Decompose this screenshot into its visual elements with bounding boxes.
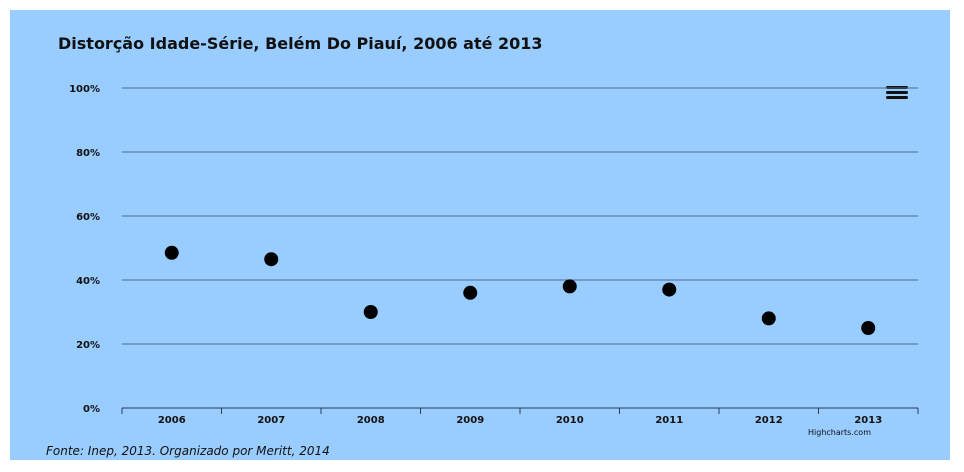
y-tick-label: 20% xyxy=(76,340,100,351)
data-point-2011[interactable] xyxy=(662,282,677,297)
chart-background xyxy=(10,10,950,460)
source-note: Fonte: Inep, 2013. Organizado por Meritt… xyxy=(46,444,330,458)
y-tick-label: 100% xyxy=(69,84,100,95)
y-tick-label: 60% xyxy=(76,212,100,223)
data-point-2013[interactable] xyxy=(861,321,876,335)
chart-title: Distorção Idade-Série, Belém Do Piauí, 2… xyxy=(58,34,543,53)
x-tick-label: 2007 xyxy=(257,415,285,426)
data-point-2009[interactable] xyxy=(463,285,478,300)
x-tick-label: 2008 xyxy=(357,415,385,426)
data-point-2006[interactable] xyxy=(164,245,179,260)
data-point-2012[interactable] xyxy=(761,311,776,326)
data-point-2008[interactable] xyxy=(363,305,378,319)
highcharts-credits[interactable]: Highcharts.com xyxy=(808,428,871,437)
x-tick-label: 2011 xyxy=(655,415,683,426)
y-axis-tick-labels: 0% 20% 40% 60% 80% 100% xyxy=(69,84,100,415)
x-tick-label: 2009 xyxy=(456,415,484,426)
x-tick-label: 2013 xyxy=(854,415,882,426)
data-points xyxy=(164,245,876,335)
x-tick-label: 2006 xyxy=(158,415,186,426)
y-tick-label: 0% xyxy=(83,404,100,415)
x-tick-label: 2010 xyxy=(556,415,584,426)
y-tick-label: 40% xyxy=(76,276,100,287)
y-tick-label: 80% xyxy=(76,148,100,159)
x-axis-tick-labels: 2006 2007 2008 2009 2010 2011 2012 2013 xyxy=(158,415,882,426)
x-tick-label: 2012 xyxy=(755,415,783,426)
data-point-2007[interactable] xyxy=(264,252,279,267)
gridlines xyxy=(122,87,918,345)
x-axis xyxy=(121,407,919,414)
data-point-2010[interactable] xyxy=(562,279,577,294)
